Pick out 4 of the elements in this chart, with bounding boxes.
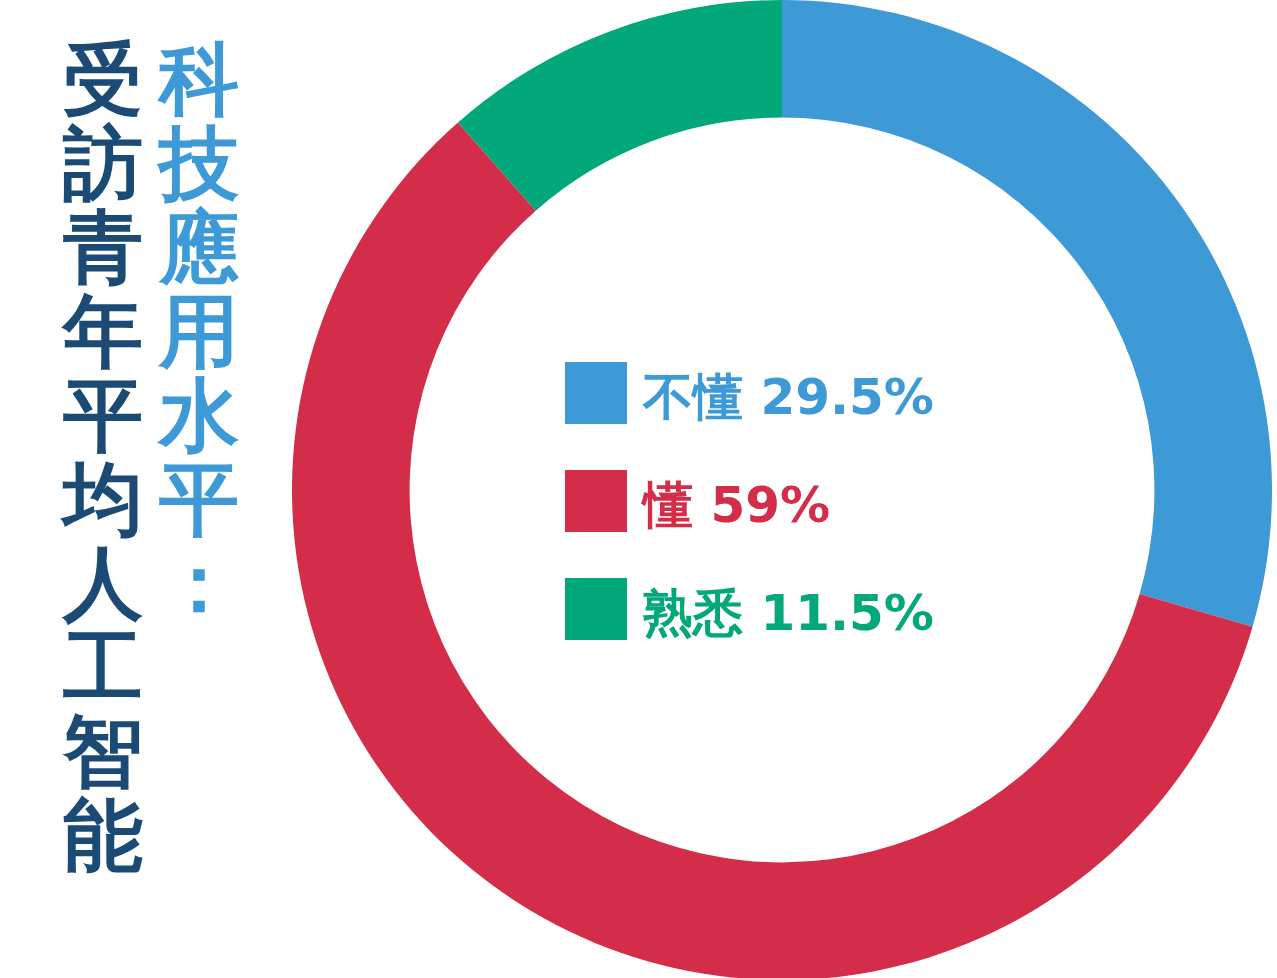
text: 科技應用水平： (156, 33, 240, 630)
legend-label: 熟悉 11.5% (642, 584, 934, 642)
legend-label: 懂 59% (640, 476, 831, 534)
legend-label: 不懂 29.5% (642, 368, 934, 426)
